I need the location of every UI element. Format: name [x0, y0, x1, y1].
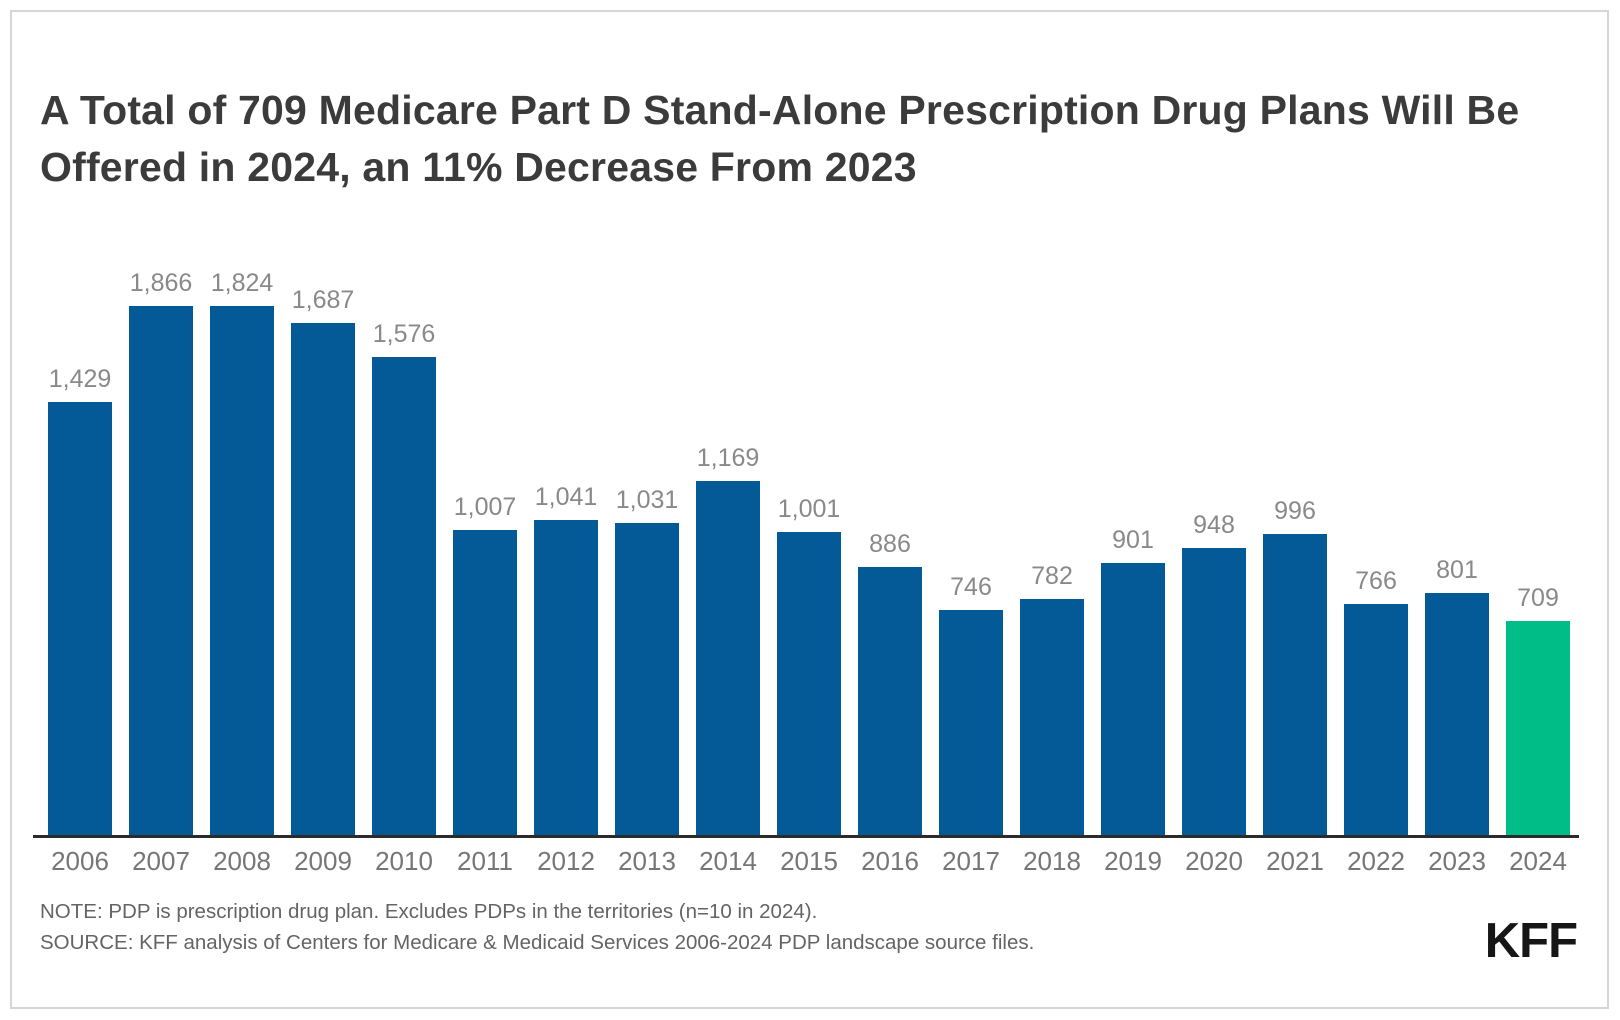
x-axis-tick-label: 2017: [942, 846, 1000, 876]
bar: [372, 357, 436, 837]
x-axis-tick-label: 2018: [1023, 846, 1081, 876]
bar-column-2014: 1,169: [696, 269, 760, 837]
bar-value-label: 709: [1517, 584, 1559, 612]
x-axis-tick-label: 2010: [375, 846, 433, 876]
bar: [939, 610, 1003, 837]
bar: [210, 306, 274, 837]
bar-value-label: 948: [1193, 511, 1235, 539]
x-axis-line: [33, 835, 1579, 838]
bar-column-2023: 801: [1425, 269, 1489, 837]
bar-value-label: 1,007: [453, 493, 517, 521]
bar-column-2024: 709: [1506, 269, 1570, 837]
bar: [1344, 604, 1408, 837]
bar-column-2008: 1,824: [210, 269, 274, 837]
bar-column-2019: 901: [1101, 269, 1165, 837]
bar: [1101, 563, 1165, 837]
bar-value-label: 1,031: [615, 486, 679, 514]
x-axis-tick-label: 2007: [132, 846, 190, 876]
bar-value-label: 886: [869, 530, 911, 558]
footnotes: NOTE: PDP is prescription drug plan. Exc…: [40, 896, 1240, 958]
bar: [48, 402, 112, 837]
bar: [534, 520, 598, 837]
x-axis-tick-label: 2011: [457, 846, 513, 876]
bar-value-label: 1,824: [210, 269, 274, 297]
bar-column-2006: 1,429: [48, 269, 112, 837]
bar-column-2018: 782: [1020, 269, 1084, 837]
chart-title: A Total of 709 Medicare Part D Stand-Alo…: [40, 87, 1520, 190]
bar: [129, 306, 193, 837]
bar-chart-plot-area: 1,429 1,866 1,824 1,687 1,576 1,007 1,041 1,031…: [48, 269, 1570, 837]
x-axis-tick-label: 2021: [1266, 846, 1324, 876]
bar-column-2009: 1,687: [291, 269, 355, 837]
bar-value-label: 996: [1274, 497, 1316, 525]
x-axis-tick-label: 2016: [861, 846, 919, 876]
bar: [1506, 621, 1570, 837]
bar-value-label: 1,576: [372, 320, 436, 348]
bar-column-2007: 1,866: [129, 269, 193, 837]
x-axis-tick-label: 2023: [1428, 846, 1486, 876]
bar-column-2016: 886: [858, 269, 922, 837]
bar: [1425, 593, 1489, 837]
x-axis-tick-label: 2012: [537, 846, 595, 876]
bar-value-label: 901: [1112, 526, 1154, 554]
bar-column-2021: 996: [1263, 269, 1327, 837]
x-axis-tick-label: 2015: [780, 846, 838, 876]
x-axis-labels: 2006 2007 2008 2009 2010 2011 2012 2013 2014 2015…: [48, 846, 1570, 877]
bar-column-2015: 1,001: [777, 269, 841, 837]
bar-value-label: 1,866: [129, 269, 193, 297]
note-text: NOTE: PDP is prescription drug plan. Exc…: [40, 900, 818, 923]
bar: [1020, 599, 1084, 837]
kff-logo: KFF: [1484, 914, 1578, 968]
bar-column-2022: 766: [1344, 269, 1408, 837]
bar: [615, 523, 679, 837]
source-text: SOURCE: KFF analysis of Centers for Medi…: [40, 931, 1035, 954]
bar-value-label: 1,041: [534, 483, 598, 511]
bar-value-label: 746: [950, 573, 992, 601]
bar-value-label: 1,001: [777, 495, 841, 523]
x-axis-tick-label: 2024: [1509, 846, 1567, 876]
bar-value-label: 1,687: [291, 286, 355, 314]
bar-column-2017: 746: [939, 269, 1003, 837]
bar-value-label: 801: [1436, 556, 1478, 584]
x-axis-tick-label: 2008: [213, 846, 271, 876]
x-axis-tick-label: 2020: [1185, 846, 1243, 876]
bar: [1263, 534, 1327, 837]
bar-value-label: 1,169: [696, 444, 760, 472]
x-axis-tick-label: 2013: [618, 846, 676, 876]
bar-value-label: 766: [1355, 567, 1397, 595]
bar-column-2012: 1,041: [534, 269, 598, 837]
bar-value-label: 782: [1031, 562, 1073, 590]
bar-value-label: 1,429: [48, 365, 112, 393]
bar-column-2011: 1,007: [453, 269, 517, 837]
bar: [1182, 548, 1246, 837]
x-axis-tick-label: 2006: [51, 846, 109, 876]
bar: [453, 530, 517, 837]
x-axis-tick-label: 2009: [294, 846, 352, 876]
bar-column-2020: 948: [1182, 269, 1246, 837]
x-axis-tick-label: 2014: [699, 846, 757, 876]
bar-column-2013: 1,031: [615, 269, 679, 837]
x-axis-tick-label: 2022: [1347, 846, 1405, 876]
bar: [291, 323, 355, 837]
x-axis-tick-label: 2019: [1104, 846, 1162, 876]
bar: [696, 481, 760, 837]
bar-column-2010: 1,576: [372, 269, 436, 837]
bar: [858, 567, 922, 837]
bar: [777, 532, 841, 837]
